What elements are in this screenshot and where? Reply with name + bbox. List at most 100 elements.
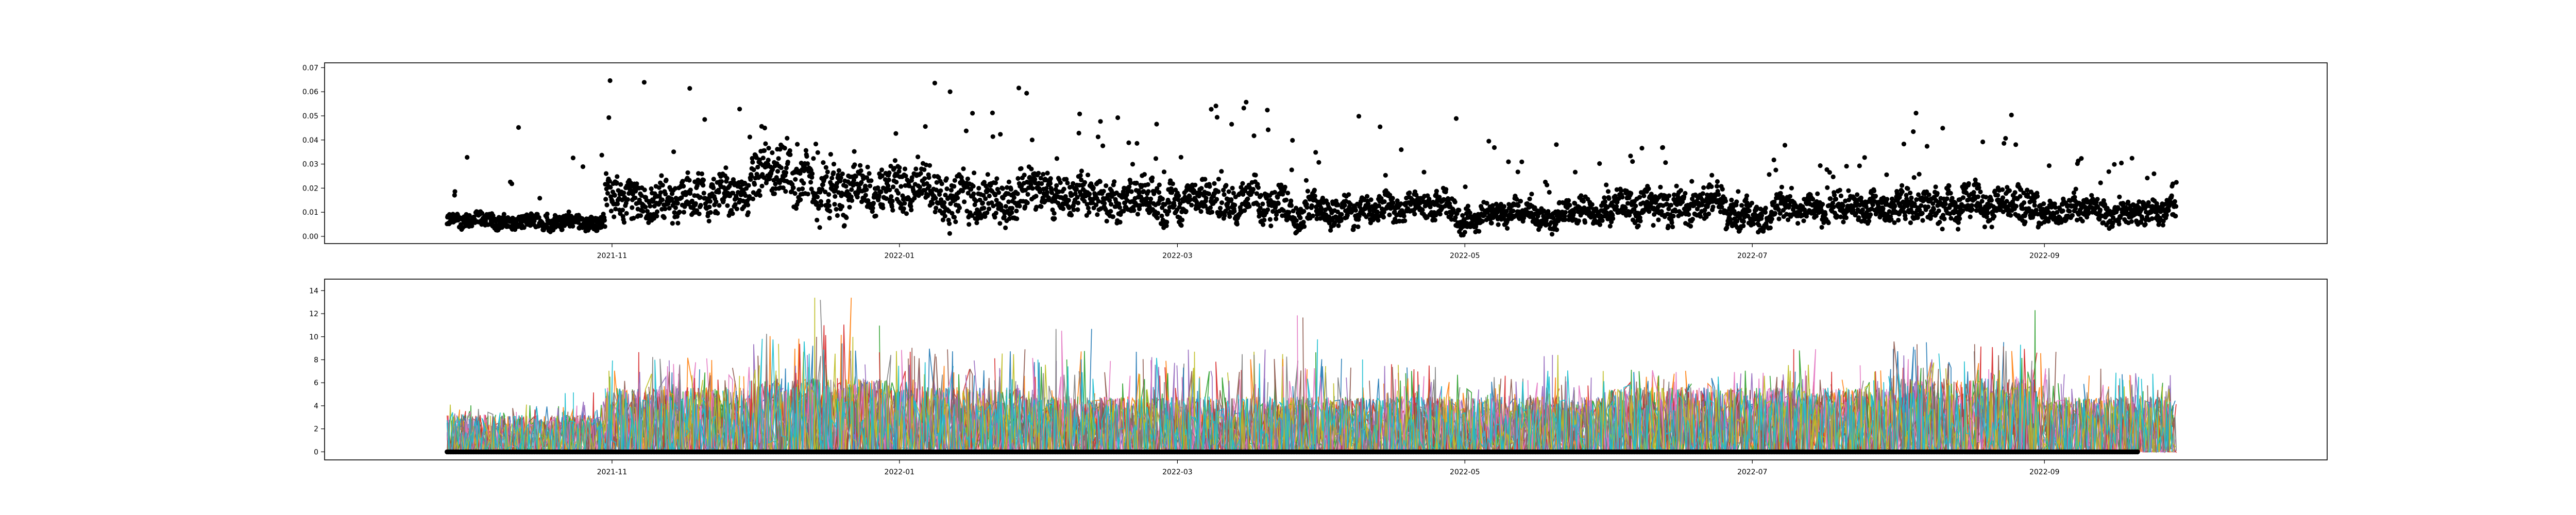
scatter-point xyxy=(702,117,707,122)
scatter-point xyxy=(1130,162,1136,167)
scatter-point xyxy=(733,202,738,207)
scatter-point xyxy=(1828,196,1833,201)
scatter-point xyxy=(1911,129,1916,134)
scatter-point xyxy=(1006,179,1011,184)
scatter-point xyxy=(615,201,620,207)
scatter-point xyxy=(1077,111,1082,116)
scatter-point xyxy=(800,186,805,192)
scatter-point xyxy=(1019,166,1024,171)
scatter-point xyxy=(1433,213,1438,218)
scatter-y-tick-label: 0.00 xyxy=(302,233,318,241)
scatter-point xyxy=(1763,205,1768,211)
scatter-point xyxy=(710,185,716,191)
scatter-point xyxy=(1054,183,1059,188)
scatter-point xyxy=(1978,189,1983,195)
scatter-point xyxy=(1908,220,1913,226)
scatter-point xyxy=(1420,207,1425,213)
scatter-point xyxy=(1338,218,1344,223)
scatter-point xyxy=(1600,218,1605,223)
scatter-point xyxy=(871,200,876,206)
scatter-point xyxy=(1984,195,1989,200)
scatter-x-tick-label: 2022-07 xyxy=(1737,252,1768,260)
scatter-point xyxy=(707,199,713,204)
scatter-point xyxy=(1527,196,1532,201)
scatter-point xyxy=(859,180,864,185)
scatter-point xyxy=(953,219,958,225)
scatter-point xyxy=(1980,139,1986,145)
scatter-point xyxy=(971,183,976,189)
scatter-point xyxy=(952,215,957,220)
scatter-point xyxy=(1401,213,1406,219)
scatter-point xyxy=(1005,185,1010,190)
scatter-point xyxy=(1216,189,1221,194)
scatter-point xyxy=(1355,224,1361,229)
scatter-point xyxy=(580,164,586,169)
scatter-point xyxy=(759,183,765,188)
scatter-point xyxy=(1892,203,1897,209)
scatter-point xyxy=(1290,138,1295,143)
scatter-point xyxy=(926,175,931,180)
scatter-point xyxy=(923,124,928,129)
scatter-point xyxy=(2003,136,2008,141)
scatter-point xyxy=(1073,191,1078,196)
scatter-point xyxy=(1283,197,1289,202)
scatter-point xyxy=(714,199,719,204)
scatter-point xyxy=(1319,207,1324,212)
scatter-point xyxy=(1346,192,1351,197)
scatter-point xyxy=(859,199,865,204)
scatter-point xyxy=(884,196,889,201)
scatter-point xyxy=(907,183,912,188)
scatter-point xyxy=(1301,209,1307,214)
scatter-point xyxy=(1199,186,1204,191)
scatter-point xyxy=(1245,196,1250,201)
scatter-point xyxy=(1011,195,1016,200)
scatter-point xyxy=(618,182,623,187)
scatter-point xyxy=(677,210,682,215)
scatter-point xyxy=(1467,210,1472,215)
scatter-point xyxy=(2060,208,2065,213)
scatter-point xyxy=(1164,223,1169,228)
scatter-point xyxy=(2035,194,2040,199)
scatter-point xyxy=(698,202,703,208)
scatter-point xyxy=(1607,224,1613,229)
scatter-x-tick-label: 2022-01 xyxy=(885,252,915,260)
scatter-point xyxy=(706,218,711,224)
scatter-point xyxy=(1177,204,1182,210)
scatter-point xyxy=(2080,218,2085,224)
scatter-point xyxy=(1030,186,1035,191)
scatter-point xyxy=(1486,139,1492,144)
scatter-point xyxy=(1127,184,1132,190)
scatter-point xyxy=(1241,106,1246,111)
scatter-point xyxy=(1437,212,1443,217)
scatter-point xyxy=(1155,211,1160,216)
scatter-point xyxy=(1646,186,1651,192)
scatter-point xyxy=(1121,189,1126,194)
scatter-point xyxy=(980,200,985,205)
scatter-point xyxy=(1554,142,1559,147)
scatter-point xyxy=(757,193,762,198)
scatter-point xyxy=(819,202,824,208)
scatter-y-tick-label: 0.06 xyxy=(302,88,318,96)
scatter-point xyxy=(883,177,888,182)
scatter-point xyxy=(1969,203,1974,208)
scatter-point xyxy=(1917,171,1922,177)
scatter-point xyxy=(2018,194,2023,199)
scatter-point xyxy=(1995,193,2001,198)
scatter-point xyxy=(1769,216,1774,221)
scatter-point xyxy=(1234,221,1240,227)
scatter-point xyxy=(1795,221,1801,226)
scatter-point xyxy=(1432,217,1437,222)
scatter-point xyxy=(842,223,847,228)
scatter-point xyxy=(1043,198,1048,203)
scatter-point xyxy=(1905,186,1910,191)
scatter-point xyxy=(805,161,810,166)
scatter-point xyxy=(803,148,808,153)
scatter-point xyxy=(938,188,943,193)
scatter-point xyxy=(1172,203,1177,208)
scatter-point xyxy=(1076,130,1081,136)
scatter-point xyxy=(897,165,902,170)
scatter-point xyxy=(1896,217,1901,223)
scatter-point xyxy=(887,170,892,176)
scatter-x-tick-label: 2022-05 xyxy=(1450,252,1480,260)
scatter-point xyxy=(783,170,789,175)
